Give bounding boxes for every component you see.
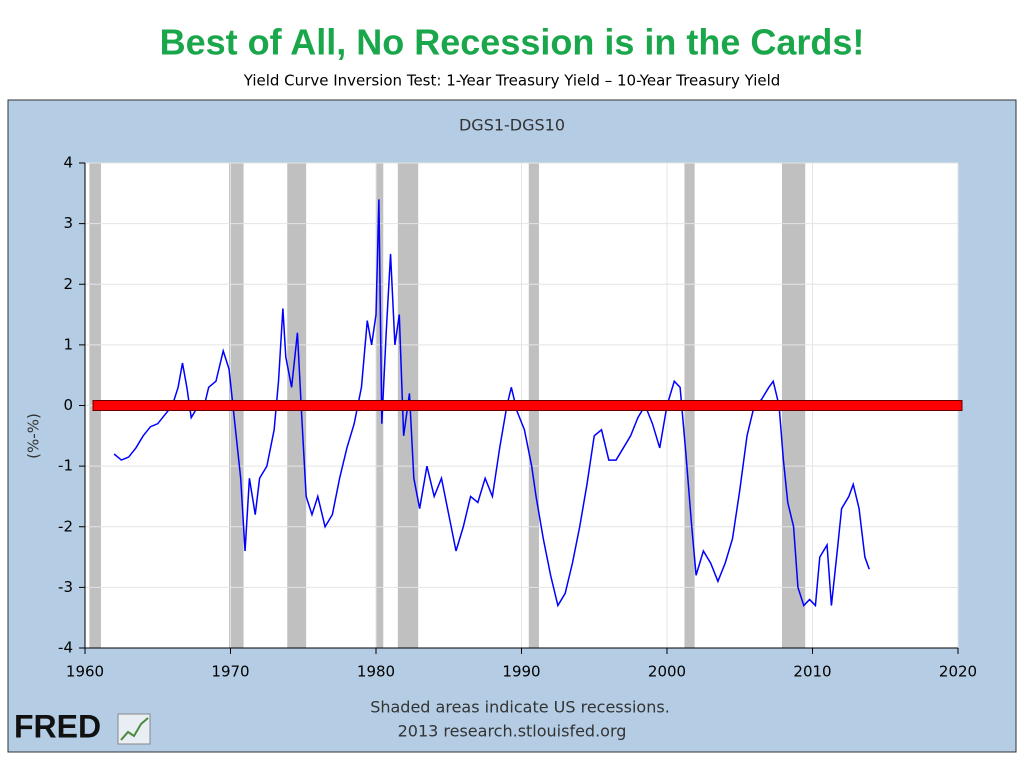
y-tick-label: -4	[58, 639, 73, 657]
y-tick-label: -1	[58, 457, 73, 475]
slide-title: Best of All, No Recession is in the Card…	[160, 22, 865, 63]
y-tick-label: 0	[63, 396, 73, 414]
x-tick-label: 1980	[357, 663, 395, 681]
x-tick-label: 2020	[939, 663, 977, 681]
source: 2013 research.stlouisfed.org	[398, 722, 627, 741]
y-tick-label: -3	[58, 578, 73, 596]
x-tick-label: 2000	[648, 663, 686, 681]
x-tick-label: 1990	[502, 663, 540, 681]
fred-logo: FRED	[14, 708, 101, 744]
x-tick-label: 1970	[211, 663, 249, 681]
x-tick-label: 1960	[66, 663, 104, 681]
footnote: Shaded areas indicate US recessions.	[370, 698, 670, 717]
logo-icon	[117, 713, 151, 745]
y-tick-label: 3	[63, 214, 73, 232]
y-tick-label: 2	[63, 275, 73, 293]
y-tick-label: -2	[58, 517, 73, 535]
reference-line	[92, 400, 963, 411]
y-tick-label: 4	[63, 154, 73, 172]
logo-icon-line	[120, 717, 149, 741]
y-axis-label: (%-%)	[25, 413, 43, 459]
slide-subtitle: Yield Curve Inversion Test: 1-Year Treas…	[243, 72, 781, 90]
x-tick-label: 2010	[793, 663, 831, 681]
plot-title: DGS1-DGS10	[459, 116, 565, 135]
y-tick-label: 1	[63, 335, 73, 353]
